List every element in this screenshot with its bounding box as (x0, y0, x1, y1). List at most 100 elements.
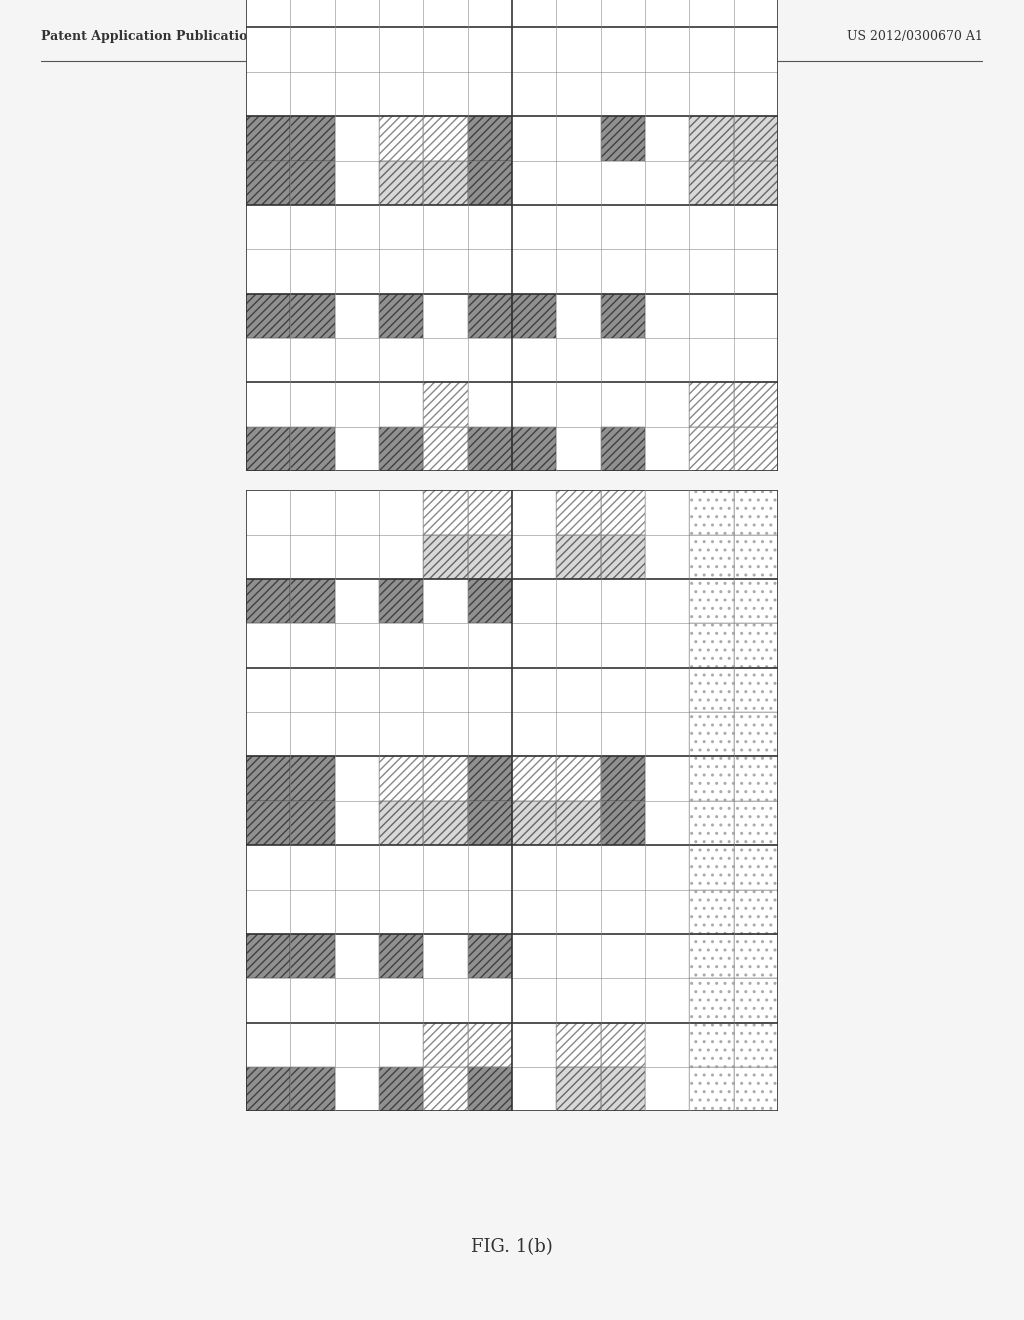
Bar (468, 383, 512, 426)
Bar (468, 338, 512, 383)
Bar (290, 579, 335, 623)
Bar (556, 756, 601, 801)
Bar (335, 623, 379, 668)
Bar (335, 890, 379, 935)
Bar (468, 535, 512, 579)
Bar (290, 161, 335, 205)
Bar (423, 890, 468, 935)
Bar (734, 205, 778, 249)
Bar (379, 756, 423, 801)
Bar (556, 426, 601, 471)
Bar (689, 623, 734, 668)
Bar (246, 1023, 290, 1067)
Bar (556, 935, 601, 978)
Bar (423, 383, 468, 426)
Bar (423, 249, 468, 294)
Bar (246, 71, 290, 116)
Bar (512, 338, 556, 383)
Bar (379, 338, 423, 383)
Bar (423, 426, 468, 471)
Bar (512, 890, 556, 935)
Bar (379, 426, 423, 471)
Bar (335, 668, 379, 711)
Bar (601, 116, 645, 161)
Bar (335, 338, 379, 383)
Bar (601, 490, 645, 535)
Bar (601, 535, 645, 579)
Bar (601, 490, 645, 535)
Bar (556, 623, 601, 668)
Bar (423, 116, 468, 161)
Bar (689, 0, 734, 28)
Bar (290, 935, 335, 978)
Bar (689, 845, 734, 890)
Bar (734, 1067, 778, 1111)
Bar (468, 845, 512, 890)
Bar (290, 845, 335, 890)
Bar (423, 0, 468, 28)
Bar (246, 535, 290, 579)
Bar (246, 579, 290, 623)
Bar (290, 71, 335, 116)
Bar (601, 935, 645, 978)
Bar (290, 756, 335, 801)
Bar (290, 1067, 335, 1111)
Bar (689, 623, 734, 668)
Bar (734, 1023, 778, 1067)
Bar (734, 756, 778, 801)
Bar (423, 801, 468, 845)
Bar (556, 490, 601, 535)
Bar (689, 383, 734, 426)
Bar (335, 205, 379, 249)
Bar (689, 161, 734, 205)
Bar (335, 0, 379, 28)
Bar (734, 294, 778, 338)
Bar (379, 711, 423, 756)
Bar (379, 668, 423, 711)
Bar (246, 1067, 290, 1111)
Bar (556, 890, 601, 935)
Bar (379, 579, 423, 623)
Bar (290, 978, 335, 1023)
Bar (689, 426, 734, 471)
Bar (601, 1067, 645, 1111)
Bar (512, 383, 556, 426)
Text: Nov. 29, 2012  Sheet 1 of 3: Nov. 29, 2012 Sheet 1 of 3 (351, 30, 522, 42)
Bar (468, 935, 512, 978)
Bar (423, 711, 468, 756)
Bar (290, 116, 335, 161)
Bar (512, 1067, 556, 1111)
Bar (645, 161, 689, 205)
Bar (246, 978, 290, 1023)
Bar (556, 801, 601, 845)
Bar (379, 426, 423, 471)
Bar (468, 756, 512, 801)
Bar (379, 935, 423, 978)
Bar (468, 161, 512, 205)
Bar (734, 490, 778, 535)
Bar (379, 294, 423, 338)
Bar (335, 426, 379, 471)
Bar (423, 756, 468, 801)
Bar (734, 28, 778, 71)
Bar (290, 116, 335, 161)
Bar (645, 294, 689, 338)
Bar (512, 426, 556, 471)
Bar (290, 711, 335, 756)
Bar (556, 205, 601, 249)
Bar (734, 935, 778, 978)
Bar (512, 978, 556, 1023)
Bar (335, 383, 379, 426)
Bar (689, 28, 734, 71)
Bar (246, 756, 290, 801)
Bar (246, 426, 290, 471)
Bar (734, 935, 778, 978)
Bar (689, 801, 734, 845)
Bar (645, 890, 689, 935)
Bar (468, 426, 512, 471)
Bar (645, 116, 689, 161)
Bar (689, 116, 734, 161)
Bar (601, 890, 645, 935)
Bar (468, 490, 512, 535)
Bar (246, 490, 290, 535)
